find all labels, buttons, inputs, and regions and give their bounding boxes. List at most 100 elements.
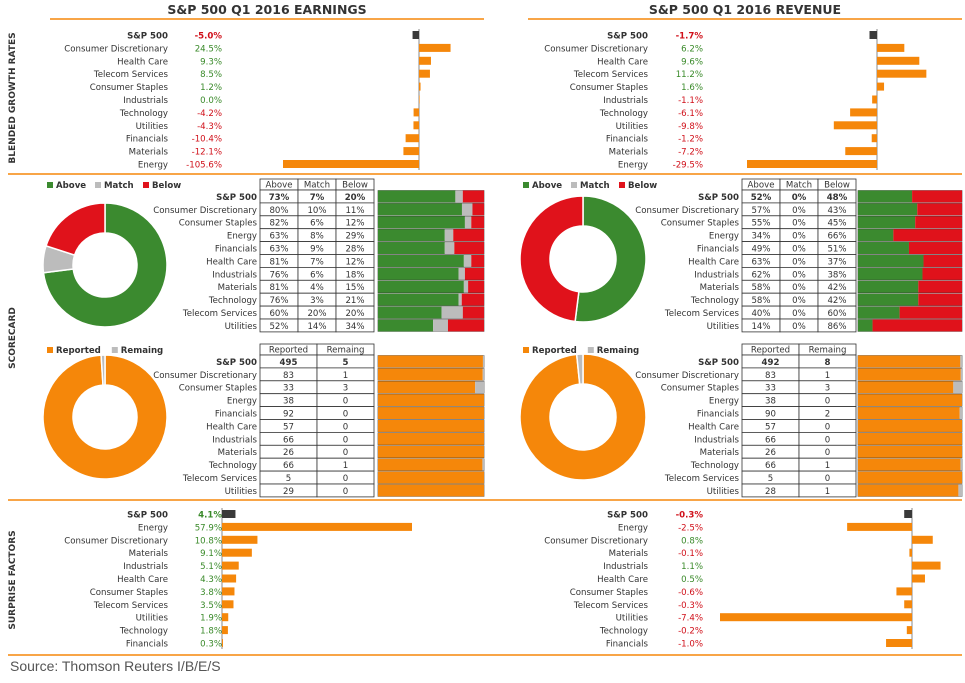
bar-utilities xyxy=(720,613,912,622)
bar-materials xyxy=(222,548,252,557)
value-label-financials: 0.3% xyxy=(200,640,222,650)
row-label-telecom-services: Telecom Services xyxy=(664,474,740,484)
value-label-energy: 57.9% xyxy=(195,523,222,533)
header-text-match-earnings_scorecard: Match xyxy=(304,181,330,191)
category-label-sp-500: S&P 500 xyxy=(607,32,648,42)
stack-below-sp-500-earnings_scorecard xyxy=(462,190,484,203)
cell-remaining-utilities xyxy=(316,483,375,498)
stack-below-technology-revenue_scorecard xyxy=(918,293,962,306)
cell-text-match-utilities: 14% xyxy=(307,322,326,332)
value-label-sp-500: -0.3% xyxy=(676,511,704,521)
row-label-sp-500: S&P 500 xyxy=(216,358,257,368)
stack-below-consumer-discretionary-revenue_scorecard xyxy=(917,203,962,216)
cell-text-below-materials: 42% xyxy=(827,283,846,293)
category-label-energy: Energy xyxy=(618,523,648,533)
cell-text-below-health-care: 12% xyxy=(345,257,364,267)
cell-text-below-financials: 51% xyxy=(827,245,846,255)
bar-health-care xyxy=(912,574,925,583)
category-label-consumer-discretionary: Consumer Discretionary xyxy=(64,536,168,546)
category-label-energy: Energy xyxy=(618,161,648,171)
category-label-materials: Materials xyxy=(609,549,649,559)
cell-text-match-industrials: 0% xyxy=(792,270,806,280)
bar-technology xyxy=(850,108,877,117)
cell-text-match-telecom-services: 20% xyxy=(307,309,326,319)
row-label-energy: Energy xyxy=(227,232,257,242)
category-label-utilities: Utilities xyxy=(616,122,649,132)
stack-match-consumer-discretionary-earnings_scorecard xyxy=(461,203,473,216)
cell-text-match-consumer-staples: 6% xyxy=(310,219,324,229)
row-label-materials: Materials xyxy=(700,283,740,293)
bar-industrials xyxy=(419,95,420,104)
legend-revenue-score-label-below: Below xyxy=(628,181,657,191)
stack-reported-consumer-staples-revenue_reported xyxy=(858,381,954,394)
category-label-telecom-services: Telecom Services xyxy=(93,70,169,80)
bar-industrials xyxy=(222,561,239,570)
stack-below-consumer-staples-revenue_scorecard xyxy=(915,216,962,229)
value-label-technology: -6.1% xyxy=(678,109,703,119)
stack-remaining-consumer-staples-revenue_reported xyxy=(953,381,962,394)
cell-text-above-utilities: 14% xyxy=(751,322,770,332)
cell-text-above-financials: 49% xyxy=(751,245,770,255)
cell-text-above-materials: 81% xyxy=(269,283,288,293)
donut-earnings-scorecard-slice-0 xyxy=(42,202,168,328)
row-label-materials: Materials xyxy=(218,448,258,458)
cell-text-remaining-consumer-discretionary: 1 xyxy=(825,371,830,381)
row-label-financials: Financials xyxy=(697,245,740,255)
stack-above-consumer-staples-revenue_scorecard xyxy=(858,216,916,229)
cell-text-below-industrials: 18% xyxy=(345,270,364,280)
row-label-industrials: Industrials xyxy=(694,435,739,445)
category-label-consumer-discretionary: Consumer Discretionary xyxy=(544,44,648,54)
stack-above-consumer-discretionary-earnings_scorecard xyxy=(378,203,462,216)
category-label-industrials: Industrials xyxy=(603,96,648,106)
legend-earnings-reported-label-remaing: Remaing xyxy=(121,346,163,356)
stack-reported-sp-500-revenue_reported xyxy=(858,355,961,368)
cell-text-above-technology: 58% xyxy=(751,296,770,306)
header-text-reported-revenue_reported: Reported xyxy=(751,346,790,356)
cell-text-match-financials: 9% xyxy=(310,245,324,255)
cell-text-above-health-care: 81% xyxy=(269,257,288,267)
cell-text-remaining-consumer-staples: 3 xyxy=(343,384,348,394)
cell-text-below-energy: 29% xyxy=(345,232,364,242)
value-label-energy: -105.6% xyxy=(186,161,222,171)
bar-consumer-discretionary xyxy=(912,535,933,544)
cell-text-below-consumer-staples: 45% xyxy=(827,219,846,229)
row-label-industrials: Industrials xyxy=(212,270,257,280)
cell-text-reported-energy: 38 xyxy=(283,397,294,407)
row-label-telecom-services: Telecom Services xyxy=(182,474,258,484)
cell-text-below-technology: 21% xyxy=(345,296,364,306)
stack-above-sp-500-earnings_scorecard xyxy=(378,190,456,203)
cell-text-below-industrials: 38% xyxy=(827,270,846,280)
stack-reported-consumer-discretionary-earnings_reported xyxy=(378,368,483,381)
stack-reported-utilities-revenue_reported xyxy=(858,484,959,497)
cell-text-match-energy: 0% xyxy=(792,232,806,242)
stack-reported-technology-revenue_reported xyxy=(858,458,961,471)
header-text-reported-earnings_reported: Reported xyxy=(269,346,308,356)
category-label-telecom-services: Telecom Services xyxy=(573,70,649,80)
value-label-financials: -1.2% xyxy=(678,135,703,145)
cell-text-above-consumer-staples: 82% xyxy=(269,219,288,229)
row-label-utilities: Utilities xyxy=(225,487,258,497)
stack-reported-technology-earnings_reported xyxy=(378,458,483,471)
stack-reported-health-care-earnings_reported xyxy=(378,420,484,432)
category-label-technology: Technology xyxy=(119,109,168,119)
cell-text-above-consumer-discretionary: 57% xyxy=(751,206,770,216)
row-label-technology: Technology xyxy=(690,461,739,471)
cell-text-reported-telecom-services: 5 xyxy=(768,474,773,484)
stack-reported-health-care-revenue_reported xyxy=(858,420,962,432)
donut-revenue-scorecard-slice-0 xyxy=(574,195,647,323)
bar-energy xyxy=(847,522,912,531)
bar-materials xyxy=(403,147,419,156)
row-label-sp-500: S&P 500 xyxy=(216,193,257,203)
section-title-earnings: S&P 500 Q1 2016 EARNINGS xyxy=(167,2,366,17)
stack-match-consumer-staples-earnings_scorecard xyxy=(464,216,472,229)
value-label-telecom-services: 8.5% xyxy=(200,70,222,80)
cell-text-reported-telecom-services: 5 xyxy=(286,474,291,484)
stack-below-utilities-earnings_scorecard xyxy=(447,319,484,332)
side-label-surprise: SURPRISE FACTORS xyxy=(8,530,18,629)
cell-text-remaining-industrials: 0 xyxy=(825,435,830,445)
row-label-consumer-discretionary: Consumer Discretionary xyxy=(153,206,257,216)
stack-below-industrials-revenue_scorecard xyxy=(922,267,962,280)
cell-text-below-telecom-services: 20% xyxy=(345,309,364,319)
stack-match-telecom-services-earnings_scorecard xyxy=(441,306,463,319)
